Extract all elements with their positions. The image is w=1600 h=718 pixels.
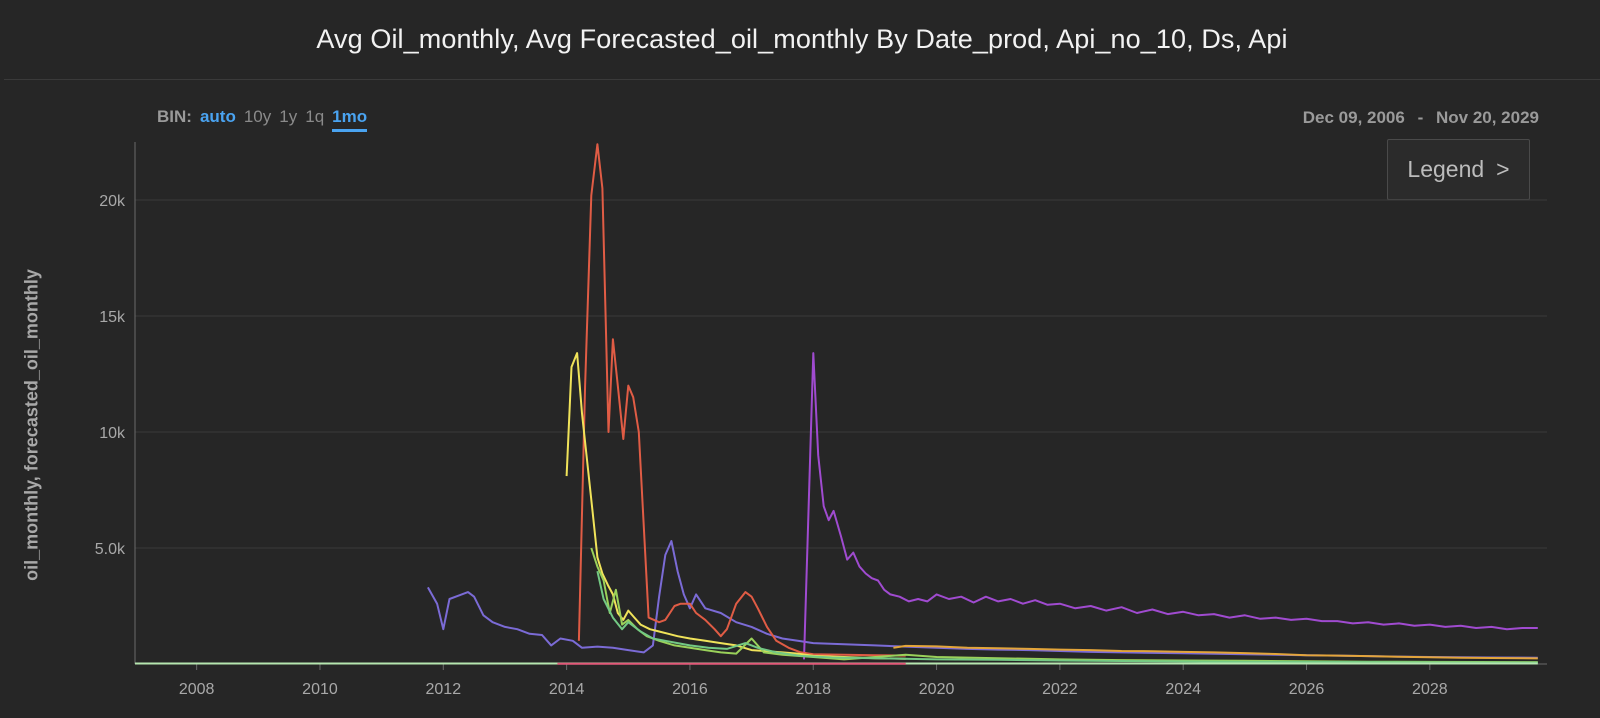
legend-button[interactable]: Legend >: [1387, 139, 1530, 200]
bin-option-1q[interactable]: 1q: [305, 107, 325, 126]
bin-selector: BIN: auto 10y 1y 1q 1mo: [157, 107, 368, 132]
legend-button-label: Legend: [1407, 156, 1485, 182]
x-tick-label: 2028: [1412, 681, 1448, 698]
x-tick-label: 2022: [1042, 681, 1078, 698]
x-tick-label: 2014: [549, 681, 585, 698]
series-line-2: [803, 352, 1538, 660]
series-line-1: [427, 540, 1538, 659]
x-tick-label: 2018: [795, 681, 831, 698]
chart-title: Avg Oil_monthly, Avg Forecasted_oil_mont…: [316, 24, 1288, 54]
y-tick-label: 10k: [99, 425, 126, 442]
chevron-right-icon: >: [1496, 156, 1510, 182]
series-line-5: [893, 644, 1538, 660]
y-tick-label: 5.0k: [95, 541, 126, 558]
x-tick-label: 2026: [1289, 681, 1325, 698]
chart-title-bar: Avg Oil_monthly, Avg Forecasted_oil_mont…: [4, 0, 1600, 80]
x-tick-label: 2008: [179, 681, 215, 698]
bin-option-auto[interactable]: auto: [199, 107, 236, 126]
series-line-3: [577, 143, 906, 657]
date-range-separator: -: [1417, 108, 1424, 127]
y-tick-label: 15k: [99, 309, 126, 326]
x-tick-label: 2010: [302, 681, 338, 698]
x-tick-label: 2020: [919, 681, 955, 698]
date-range: Dec 09, 2006 - Nov 20, 2029: [1303, 108, 1539, 128]
bin-option-10y[interactable]: 10y: [243, 107, 272, 126]
x-tick-label: 2016: [672, 681, 708, 698]
bin-label: BIN:: [157, 107, 192, 126]
y-tick-label: 20k: [99, 193, 126, 210]
series-line-7: [596, 570, 1538, 664]
x-tick-label: 2012: [426, 681, 462, 698]
date-range-start: Dec 09, 2006: [1302, 108, 1405, 127]
bin-option-1y[interactable]: 1y: [279, 107, 298, 126]
date-range-end: Nov 20, 2029: [1435, 108, 1539, 127]
x-tick-label: 2024: [1165, 681, 1201, 698]
bin-option-1mo[interactable]: 1mo: [332, 107, 368, 132]
series-line-4: [565, 352, 906, 660]
